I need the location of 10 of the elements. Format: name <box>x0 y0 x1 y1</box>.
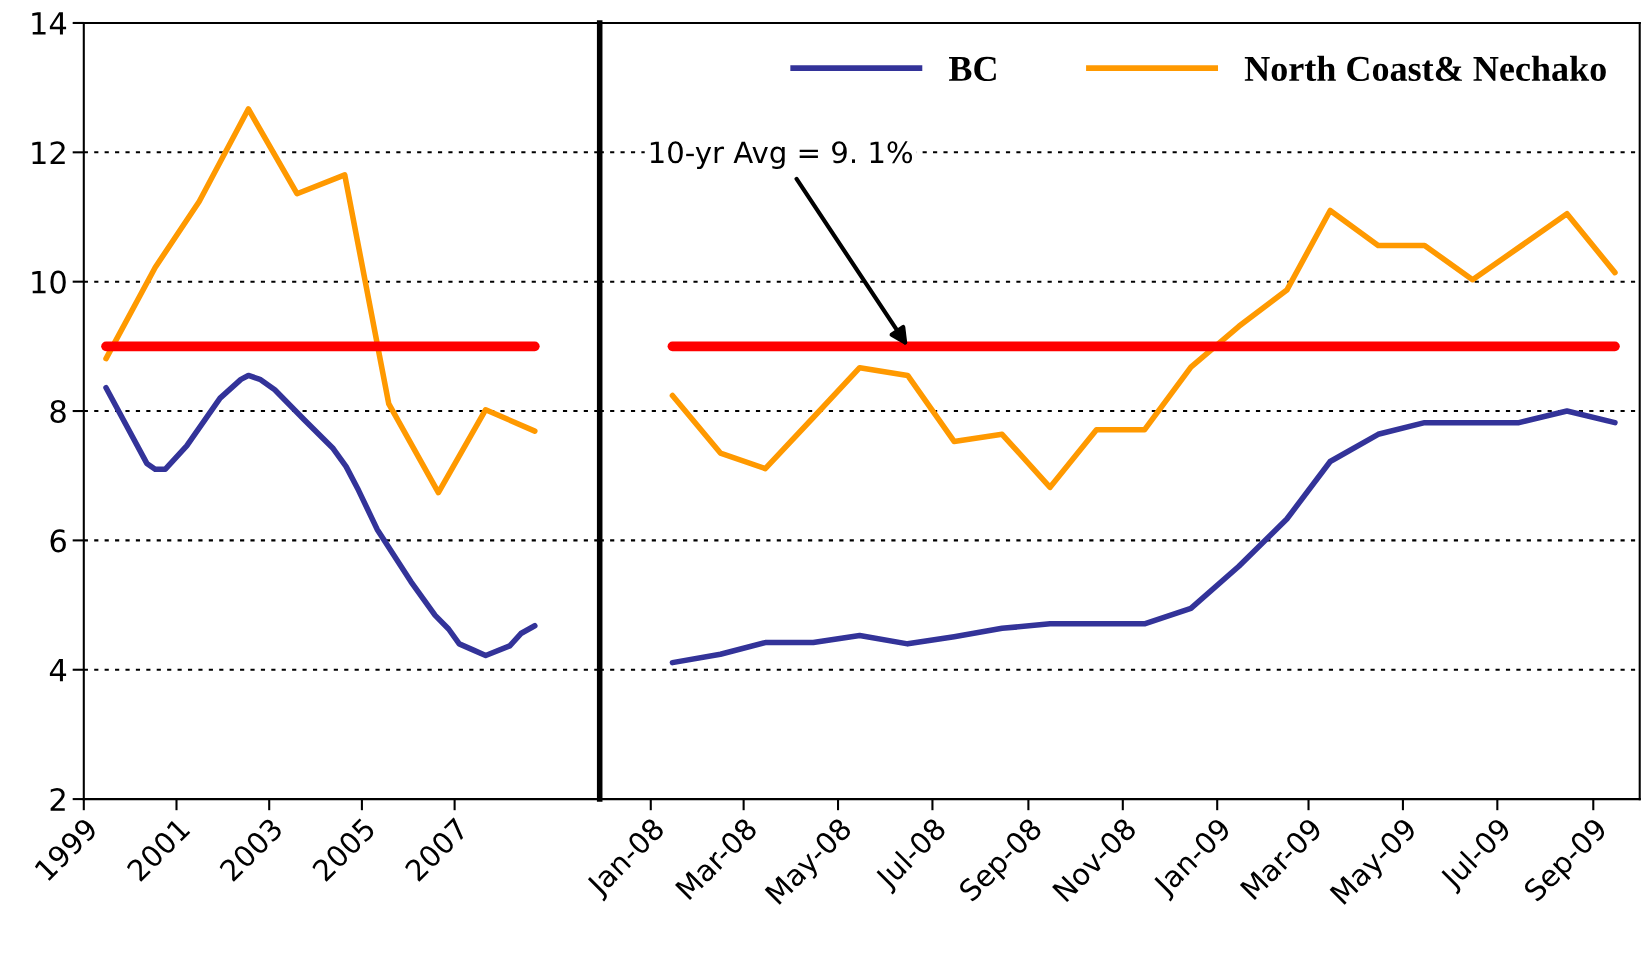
legend-label: BC <box>949 56 996 82</box>
legend-label: North Coast& Nechako <box>1244 55 1606 82</box>
y-tick-label: 12 <box>32 141 65 164</box>
y-tick-label: 10 <box>32 270 66 294</box>
y-tick-label: 8 <box>50 399 66 424</box>
y-tick-label: 4 <box>49 659 67 682</box>
y-tick-label: 14 <box>32 12 67 35</box>
y-tick-label: 6 <box>50 529 66 553</box>
annotation: 10-yr Avg = 9. 1% <box>650 141 913 170</box>
y-tick-label: 2 <box>50 788 65 811</box>
